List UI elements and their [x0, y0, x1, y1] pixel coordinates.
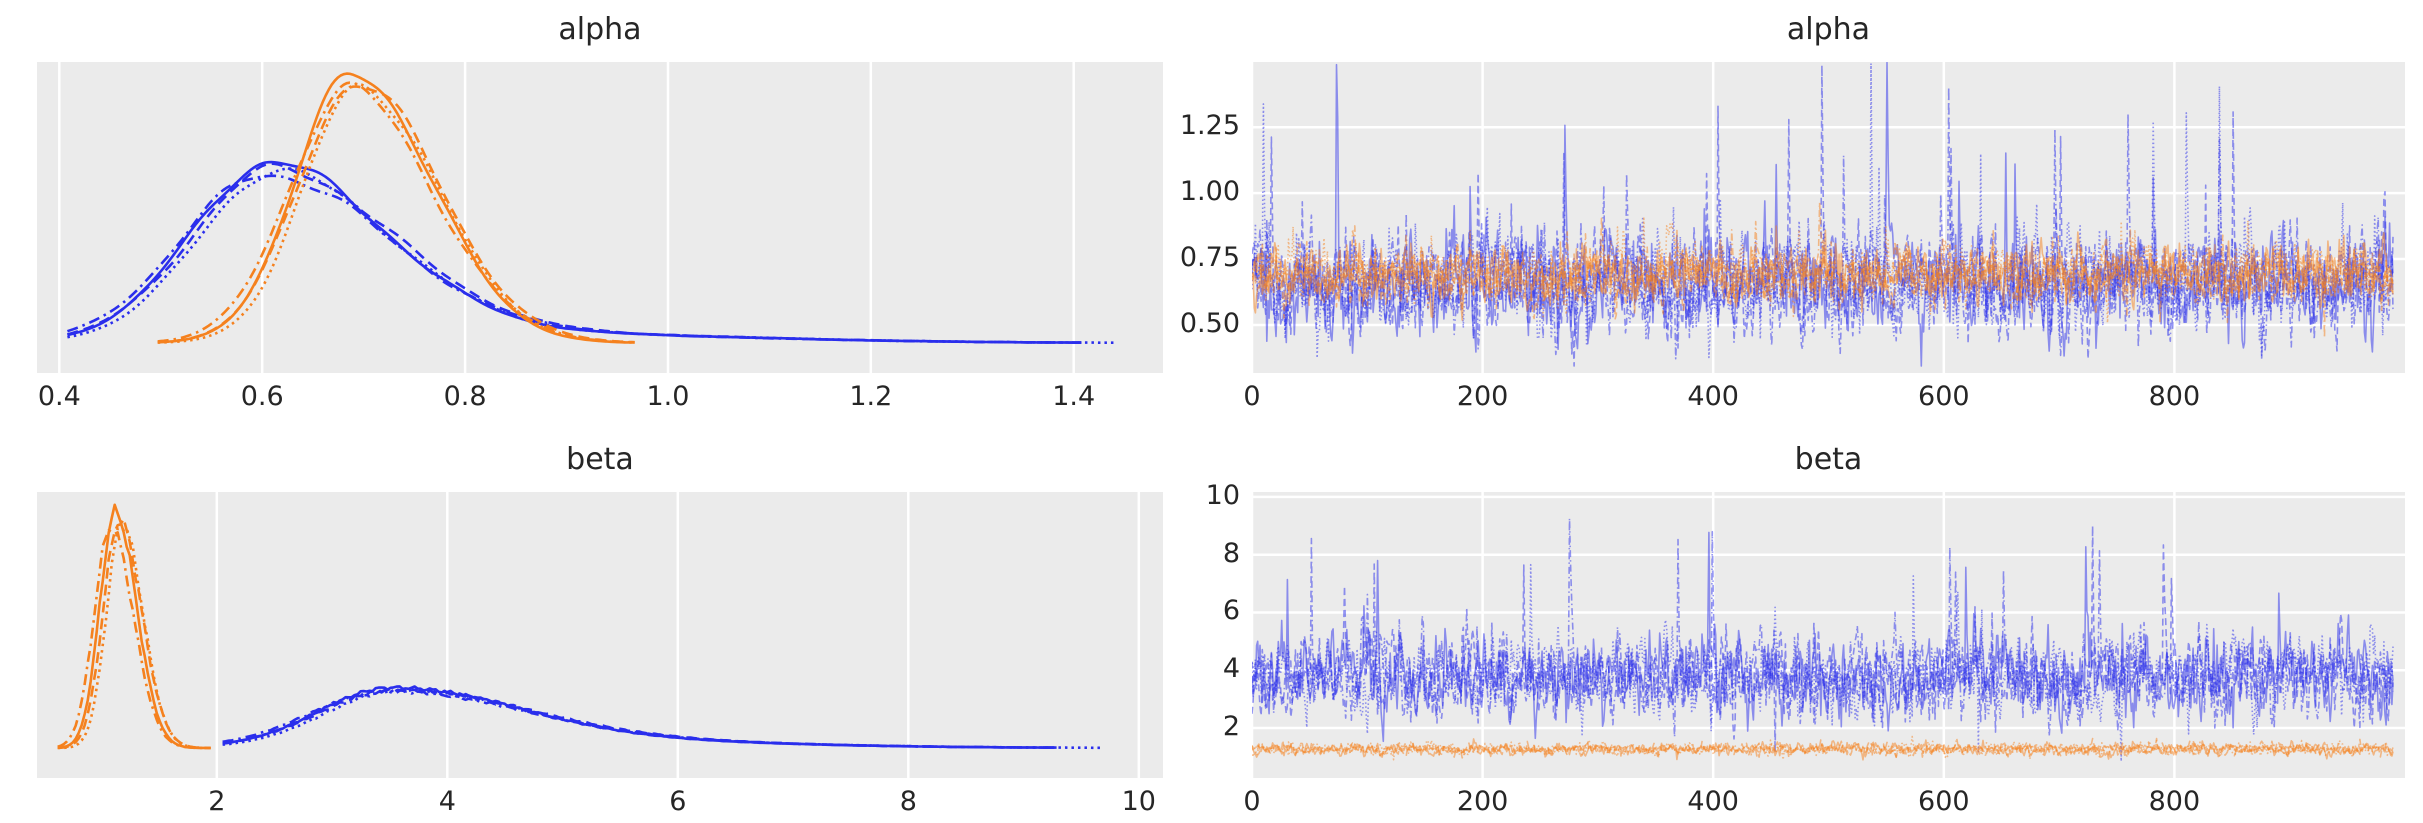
x-tick-label: 400 — [1687, 381, 1739, 412]
x-tick-label: 600 — [1918, 786, 1970, 817]
y-tick-label: 8 — [1222, 537, 1240, 569]
y-tick-label: 1.00 — [1179, 176, 1240, 208]
y-tick-label: 2 — [1222, 711, 1240, 743]
x-tick-label: 800 — [2148, 786, 2201, 817]
x-tick-label: 1.2 — [849, 381, 893, 412]
alpha-density-orange-chain-3-line — [157, 82, 635, 344]
alpha-density-orange-chain-0-line — [157, 72, 635, 344]
alpha-density-blue-chain-1-line — [67, 162, 1082, 344]
alpha-density-axes — [37, 62, 1163, 373]
y-tick-label: 6 — [1222, 595, 1240, 627]
alpha-density-canvas — [58, 62, 1118, 373]
x-tick-label: 400 — [1687, 786, 1739, 817]
x-tick-label: 0.6 — [240, 381, 284, 412]
x-tick-label: 0 — [1243, 786, 1261, 817]
y-tick-label: 0.75 — [1179, 242, 1240, 274]
x-tick-label: 0.8 — [443, 381, 487, 412]
y-tick-label: 0.50 — [1179, 307, 1240, 339]
alpha-trace-blue-chain-0-line — [1252, 62, 2394, 367]
y-tick-label: 4 — [1222, 653, 1240, 685]
x-tick-label: 4 — [438, 786, 456, 817]
x-tick-label: 8 — [899, 786, 917, 817]
alpha-density-plot: alpha 0.4 0.6 0.8 1.0 1.2 1.4 — [37, 12, 1163, 412]
x-tick-label: 0.4 — [37, 381, 81, 412]
alpha-trace-axes — [1252, 62, 2405, 373]
beta-density-orange-chain-3-line — [57, 526, 211, 750]
x-tick-label: 1.4 — [1052, 381, 1096, 412]
beta-density-blue-chain-2-line — [222, 688, 1057, 749]
x-tick-label: 200 — [1456, 381, 1509, 412]
alpha-trace-orange-chain-3-line — [1252, 216, 2394, 324]
alpha-trace-orange-chain-0-line — [1252, 225, 2394, 321]
beta-trace-orange-chain-0-line — [1252, 738, 2394, 761]
plot-title-beta-density: beta — [566, 442, 634, 477]
x-tick-label: 0 — [1243, 381, 1261, 412]
x-tick-label: 10 — [1121, 786, 1156, 817]
x-tick-label: 800 — [2148, 381, 2201, 412]
beta-trace-blue-chain-0-line — [1252, 531, 2394, 743]
y-tick-label: 1.25 — [1179, 110, 1240, 142]
beta-density-blue-chain-0-line — [222, 685, 1057, 749]
alpha-density-orange-chain-2-line — [157, 81, 635, 344]
x-tick-label: 6 — [669, 786, 687, 817]
beta-trace-axes — [1252, 492, 2405, 778]
beta-trace-plot: beta 0 200 400 600 800 2 4 6 8 10 — [1206, 442, 2405, 817]
x-tick-label: 200 — [1456, 786, 1509, 817]
y-tick-label: 10 — [1205, 479, 1240, 511]
alpha-trace-plot: alpha 0 200 400 600 800 0.50 0.75 1.00 1.25 — [1180, 12, 2405, 412]
beta-trace-blue-chain-2-line — [1252, 517, 2394, 738]
x-tick-label: 600 — [1918, 381, 1970, 412]
alpha-trace-canvas — [1252, 62, 2405, 373]
beta-density-plot: beta 2 4 6 8 10 — [37, 442, 1163, 817]
beta-density-axes — [37, 492, 1163, 778]
alpha-density-blue-chain-0-line — [67, 160, 1082, 344]
beta-density-canvas — [57, 492, 1141, 778]
x-tick-label: 1.0 — [646, 381, 690, 412]
plot-title-alpha-trace: alpha — [1786, 12, 1871, 47]
plot-title-alpha-density: alpha — [558, 12, 642, 47]
alpha-density-blue-chain-2-line — [66, 174, 1082, 344]
beta-trace-canvas — [1252, 492, 2405, 778]
x-tick-label: 2 — [208, 786, 226, 817]
beta-density-orange-chain-1-line — [57, 517, 211, 750]
plot-title-beta-trace: beta — [1794, 442, 1863, 477]
beta-density-orange-chain-0-line — [57, 503, 211, 750]
